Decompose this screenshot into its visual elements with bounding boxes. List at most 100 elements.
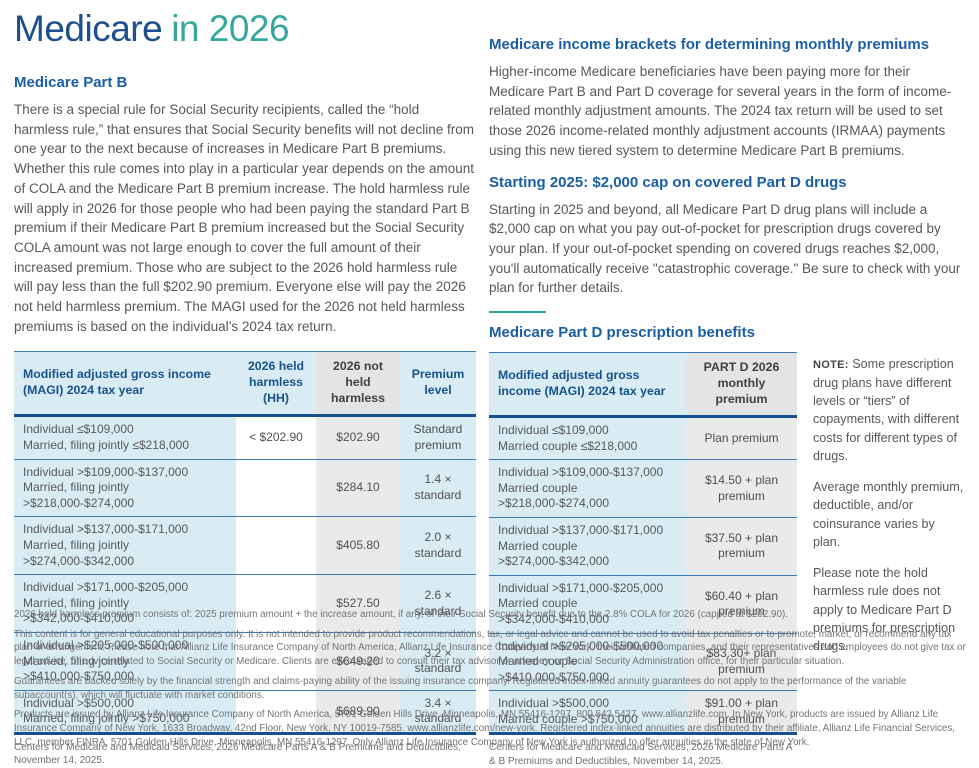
magi-married: Married couple >$274,000-$342,000	[498, 538, 610, 569]
magi-individual: Individual >$171,000-$205,000	[23, 580, 189, 595]
table-row: Individual >$205,000-$500,000 Married co…	[489, 633, 797, 692]
left-column: Medicare in 2026 Medicare Part B There is…	[14, 8, 476, 767]
magi-individual: Individual >$500,000	[498, 696, 610, 711]
premium-cell: $14.50 + plan premium	[686, 460, 797, 517]
magi-cell: Individual >$137,000-$171,000 Married co…	[489, 517, 686, 575]
magi-married: Married couple >$750,000	[498, 711, 638, 726]
magi-cell: Individual >$500,000 Married, filing joi…	[14, 690, 236, 732]
premium-level-cell: 1.4 × standard	[400, 459, 476, 517]
magi-individual: Individual >$205,000-$500,000	[498, 638, 664, 653]
note-paragraph-1: NOTE: Some prescription drug plans have …	[813, 355, 965, 465]
magi-cell: Individual >$500,000 Married couple >$75…	[489, 691, 686, 733]
table-row: Individual ≤$109,000 Married, filing joi…	[14, 417, 476, 460]
not-held-harmless-cell: $284.10	[316, 459, 400, 517]
table-row: Individual >$137,000-$171,000 Married, f…	[14, 517, 476, 576]
magi-individual: Individual >$205,000-$500,000	[23, 637, 189, 652]
page-title-medicare: Medicare	[14, 8, 163, 49]
note-column: NOTE: Some prescription drug plans have …	[813, 352, 965, 668]
note-paragraph-3: Please note the hold harmless rule does …	[813, 566, 956, 654]
page-title: Medicare in 2026	[14, 8, 476, 50]
col-header-magi: Modified adjusted gross income (MAGI) 20…	[489, 353, 686, 415]
premium-cell: $60.40 + plan premium	[686, 575, 797, 633]
part-b-table-header-row: Modified adjusted gross income (MAGI) 20…	[14, 352, 476, 418]
magi-individual: Individual ≤$109,000	[498, 422, 609, 437]
held-harmless-cell	[236, 575, 316, 632]
magi-cell: Individual >$109,000-$137,000 Married co…	[489, 460, 686, 517]
table-row: Individual >$500,000 Married couple >$75…	[489, 691, 797, 736]
premium-level-cell: 2.0 × standard	[400, 517, 476, 575]
magi-married: Married, filing jointly >$218,000-$274,0…	[23, 480, 135, 510]
magi-married: Married, filing jointly >$274,000-$342,0…	[23, 537, 135, 568]
premium-cell: $37.50 + plan premium	[686, 517, 797, 575]
magi-cell: Individual >$171,000-$205,000 Married co…	[489, 575, 686, 633]
magi-married: Married, filing jointly >$750,000	[23, 711, 190, 726]
magi-married: Married, filing jointly ≤$218,000	[23, 437, 190, 452]
not-held-harmless-cell: $649.20	[316, 632, 400, 690]
col-header-magi: Modified adjusted gross income (MAGI) 20…	[14, 352, 236, 415]
premium-cell: Plan premium	[686, 417, 797, 460]
part-b-table: Modified adjusted gross income (MAGI) 20…	[14, 351, 476, 735]
magi-individual: Individual >$137,000-$171,000	[498, 522, 664, 537]
note-label: NOTE:	[813, 359, 849, 372]
magi-married: Married, filing jointly >$410,000-$750,0…	[23, 653, 135, 684]
col-header-premium-level: Premium level	[400, 352, 476, 415]
table-row: Individual >$171,000-$205,000 Married co…	[489, 575, 797, 634]
disclaimer-educational: This content is for general educational …	[14, 628, 966, 668]
table-row: Individual >$137,000-$171,000 Married co…	[489, 517, 797, 576]
cap-paragraph: Starting in 2025 and beyond, all Medicar…	[489, 201, 961, 296]
footer-disclaimers: 2026 held harmless premium consists of: …	[14, 608, 966, 755]
part-d-table: Modified adjusted gross income (MAGI) 20…	[489, 352, 797, 736]
income-brackets-heading: Medicare income brackets for determining…	[489, 36, 930, 53]
table-row: Individual >$109,000-$137,000 Married co…	[489, 460, 797, 518]
income-brackets-paragraph: Higher-income Medicare beneficiaries hav…	[489, 64, 952, 158]
magi-married: Married couple >$410,000-$750,000	[498, 654, 610, 684]
magi-cell: Individual >$205,000-$500,000 Married, f…	[14, 632, 236, 690]
magi-individual: Individual >$109,000-$137,000	[498, 465, 664, 480]
premium-level-cell: Standard premium	[400, 417, 476, 459]
premium-cell: $91.00 + plan premium	[686, 691, 797, 733]
magi-married: Married couple >$218,000-$274,000	[498, 480, 610, 511]
col-header-part-d-premium: PART D 2026 monthly premium	[686, 353, 797, 415]
magi-married: Married couple >$342,000-$410,000	[498, 596, 610, 626]
not-held-harmless-cell: $527.50	[316, 575, 400, 632]
magi-cell: Individual >$109,000-$137,000 Married, f…	[14, 459, 236, 517]
premium-cell: $83.30+ plan premium	[686, 633, 797, 691]
note-paragraph-2: Average monthly premium, deductible, and…	[813, 480, 964, 549]
teal-divider	[489, 311, 546, 314]
held-harmless-cell: < $202.90	[236, 417, 316, 459]
premium-level-cell: 2.6 × standard	[400, 575, 476, 632]
table-row: Individual >$109,000-$137,000 Married, f…	[14, 459, 476, 518]
magi-cell: Individual >$137,000-$171,000 Married, f…	[14, 517, 236, 575]
table-row: Individual >$171,000-$205,000 Married, f…	[14, 575, 476, 633]
col-header-not-held-harmless: 2026 not held harmless	[316, 352, 400, 415]
held-harmless-cell	[236, 632, 316, 690]
not-held-harmless-cell: $202.90	[316, 417, 400, 459]
part-d-table-header-row: Modified adjusted gross income (MAGI) 20…	[489, 353, 797, 418]
disclaimer-products: Products are issued by Allianz Life Insu…	[14, 709, 956, 748]
magi-married: Married, filing jointly >$342,000-$410,0…	[23, 595, 135, 626]
disclaimer-guarantees: Guarantees are backed solely by the fina…	[14, 675, 907, 701]
table-row: Individual >$205,000-$500,000 Married, f…	[14, 632, 476, 691]
table-row: Individual >$500,000 Married, filing joi…	[14, 690, 476, 735]
held-harmless-cell	[236, 690, 316, 732]
page-title-in-2026: in 2026	[171, 8, 290, 49]
held-harmless-cell	[236, 517, 316, 575]
premium-level-cell: 3.2 × standard	[400, 632, 476, 690]
cap-heading: Starting 2025: $2,000 cap on covered Par…	[489, 173, 847, 191]
magi-cell: Individual >$205,000-$500,000 Married co…	[489, 633, 686, 691]
magi-individual: Individual >$171,000-$205,000	[498, 580, 664, 595]
part-b-heading: Medicare Part B	[14, 74, 128, 91]
magi-individual: Individual >$137,000-$171,000	[23, 522, 189, 537]
magi-individual: Individual ≤$109,000	[23, 422, 134, 437]
magi-cell: Individual >$171,000-$205,000 Married, f…	[14, 575, 236, 632]
disclaimer-held-harmless: 2026 held harmless premium consists of: …	[14, 609, 788, 620]
table-row: Individual ≤$109,000 Married couple ≤$21…	[489, 417, 797, 461]
premium-level-cell: 3.4 × standard	[400, 690, 476, 732]
not-held-harmless-cell: $405.80	[316, 517, 400, 575]
part-b-paragraph: There is a special rule for Social Secur…	[14, 102, 475, 334]
magi-individual: Individual >$500,000	[23, 695, 135, 710]
part-d-heading: Medicare Part D prescription benefits	[489, 324, 755, 342]
held-harmless-cell	[236, 459, 316, 517]
magi-married: Married couple ≤$218,000	[498, 438, 638, 453]
